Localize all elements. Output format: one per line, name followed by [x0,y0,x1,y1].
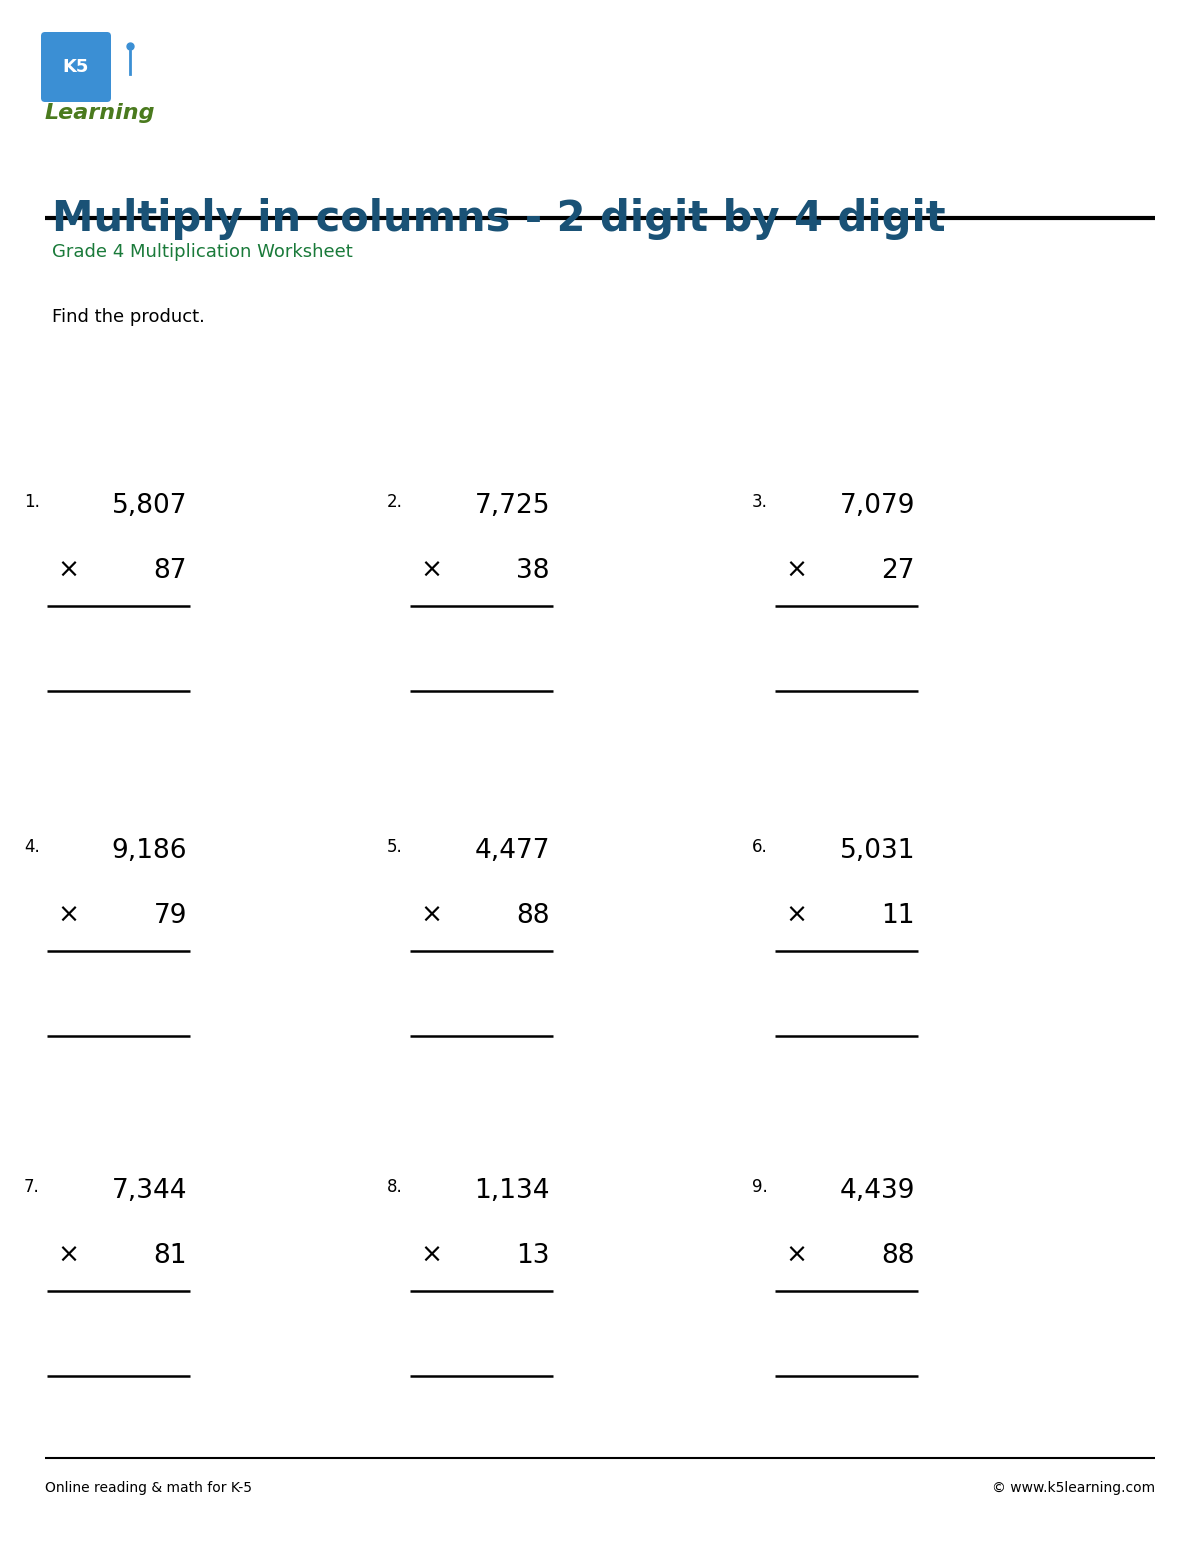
Text: 7,079: 7,079 [840,492,916,519]
Text: 7,725: 7,725 [474,492,550,519]
Text: 2.: 2. [386,492,403,511]
Text: 5,031: 5,031 [840,839,916,863]
Text: 11: 11 [882,902,916,929]
Text: 6.: 6. [752,839,768,856]
Text: 4,477: 4,477 [474,839,550,863]
Text: ×: × [785,1242,808,1269]
Text: 79: 79 [154,902,187,929]
Text: Find the product.: Find the product. [52,307,205,326]
Text: 1,134: 1,134 [474,1179,550,1204]
Text: 4,439: 4,439 [840,1179,916,1204]
Text: K5: K5 [62,57,89,76]
Text: 3.: 3. [752,492,768,511]
Text: 87: 87 [154,558,187,584]
Text: 7.: 7. [24,1179,40,1196]
Text: 88: 88 [882,1242,916,1269]
Text: ×: × [785,902,808,929]
Text: Grade 4 Multiplication Worksheet: Grade 4 Multiplication Worksheet [52,242,353,261]
Text: Multiply in columns - 2 digit by 4 digit: Multiply in columns - 2 digit by 4 digit [52,197,946,241]
Text: 27: 27 [882,558,916,584]
Text: 81: 81 [154,1242,187,1269]
Text: ×: × [785,558,808,584]
Text: 9,186: 9,186 [112,839,187,863]
Text: 8.: 8. [386,1179,403,1196]
Text: ×: × [58,1242,79,1269]
Text: ×: × [420,1242,442,1269]
Text: © www.k5learning.com: © www.k5learning.com [992,1482,1154,1496]
Text: ×: × [420,558,442,584]
FancyBboxPatch shape [41,33,110,102]
Text: 5.: 5. [386,839,403,856]
Text: 13: 13 [516,1242,550,1269]
Text: 4.: 4. [24,839,40,856]
Text: 5,807: 5,807 [112,492,187,519]
Text: Online reading & math for K-5: Online reading & math for K-5 [46,1482,252,1496]
Text: 88: 88 [516,902,550,929]
Text: ×: × [58,902,79,929]
Text: 38: 38 [516,558,550,584]
Text: 9.: 9. [752,1179,768,1196]
Text: ×: × [420,902,442,929]
Text: Learning: Learning [46,102,156,123]
Text: 7,344: 7,344 [112,1179,187,1204]
Text: 1.: 1. [24,492,40,511]
Text: ×: × [58,558,79,584]
